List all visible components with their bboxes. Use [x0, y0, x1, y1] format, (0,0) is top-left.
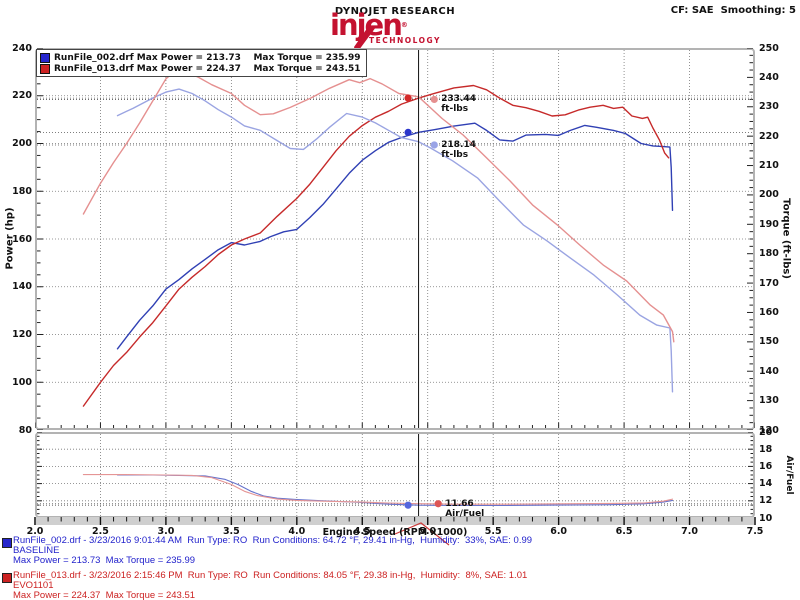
power-tick-80: 80 [18, 424, 32, 436]
torque-tick-200: 200 [759, 189, 779, 201]
rpm-tick-5: 5.0 [419, 526, 437, 537]
power-tick-220: 220 [12, 90, 32, 102]
injen-logo: injen® TECHNOLOGY [330, 8, 480, 54]
torque-axis-title: Torque (ft-lbs) [780, 198, 792, 279]
rpm-tick-6: 6.0 [550, 526, 568, 537]
power-tick-160: 160 [12, 233, 32, 245]
rpm-tick-2.5: 2.5 [92, 526, 109, 537]
torque-tick-190: 190 [759, 218, 779, 230]
marker-dot [404, 128, 412, 136]
power-torque-chart[interactable] [35, 48, 755, 430]
series-runfile-013-power-hp- [82, 84, 670, 407]
series-runfile-002-power-hp- [116, 122, 674, 350]
cursor-pointer-line [394, 522, 450, 546]
cf-sae-smoothing-label: CF: SAE Smoothing: 5 [670, 5, 796, 16]
registered-mark-icon: ® [400, 21, 408, 29]
rpm-tick-7: 7.0 [681, 526, 698, 537]
run-info-name: BASELINE [13, 545, 60, 556]
air-fuel-chart[interactable] [35, 432, 755, 518]
af-tick-12: 12 [759, 495, 773, 507]
torque-tick-250: 250 [759, 42, 779, 54]
marker-dot [430, 141, 438, 149]
power-tick-200: 200 [12, 138, 32, 149]
af-tick-16: 16 [759, 460, 773, 472]
legend-swatch-red [40, 63, 50, 74]
series-runfile-013-air-fuel [82, 474, 674, 505]
run-info-line: RunFile_002.drf - 3/23/2016 9:01:44 AM R… [13, 535, 533, 546]
power-tick-140: 140 [12, 281, 32, 293]
rpm-tick-2: 2.0 [26, 526, 44, 537]
rpm-tick-5.5: 5.5 [484, 526, 502, 537]
torque-tick-160: 160 [759, 306, 779, 318]
rpm-tick-7.5: 7.5 [746, 526, 764, 537]
rpm-tick-3: 3.0 [157, 526, 175, 537]
rpm-tick-4: 4.0 [288, 526, 306, 537]
annotation-11.66-air-fuel: 11.66 Air/Fuel [445, 498, 485, 519]
run-marker-blue [2, 538, 12, 548]
torque-tick-140: 140 [759, 365, 779, 377]
torque-tick-220: 220 [759, 130, 779, 142]
engine-speed-axis-title: Engine Speed (RPM x1000) [322, 527, 468, 538]
legend-row-runfile-013: RunFile_013.drf Max Power = 224.37 Max T… [40, 63, 361, 74]
power-tick-100: 100 [12, 376, 32, 388]
rpm-tick-bar [34, 517, 756, 525]
legend-box: RunFile_002.drf Max Power = 213.73 Max T… [36, 49, 367, 77]
marker-dot [434, 500, 442, 508]
torque-tick-230: 230 [759, 101, 779, 113]
annotation-233.44-ft-lbs: 233.44 ft-lbs [441, 94, 476, 115]
series-runfile-013-torque-ft-lbs- [82, 69, 675, 343]
torque-tick-210: 210 [759, 160, 779, 172]
marker-dot [430, 95, 438, 104]
torque-tick-180: 180 [759, 248, 779, 260]
tick-bar-bg [34, 517, 756, 525]
legend-swatch-blue [40, 52, 50, 63]
marker-dot [404, 501, 412, 509]
run-info-max: Max Power = 213.73 Max Torque = 235.99 [13, 555, 196, 566]
power-tick-240: 240 [12, 42, 32, 54]
torque-tick-150: 150 [759, 336, 779, 348]
injen-logo-slash-icon [354, 27, 376, 54]
torque-tick-170: 170 [759, 277, 779, 289]
torque-tick-120: 120 [759, 424, 779, 436]
rpm-tick-3.5: 3.5 [222, 526, 240, 537]
air-fuel-axis-title: Air/Fuel [784, 455, 794, 495]
rpm-tick-6.5: 6.5 [615, 526, 633, 537]
af-tick-10: 10 [759, 512, 773, 524]
legend-row-runfile-002: RunFile_002.drf Max Power = 213.73 Max T… [40, 52, 361, 63]
series-runfile-002-torque-ft-lbs- [116, 88, 674, 393]
rpm-tick-4.5: 4.5 [353, 526, 371, 537]
run-info-name: EVO1101 [13, 580, 54, 591]
legend-text-runfile-002: RunFile_002.drf Max Power = 213.73 Max T… [54, 52, 361, 63]
run-info-max: Max Power = 224.37 Max Torque = 243.51 [13, 590, 196, 600]
injen-logo-technology: TECHNOLOGY [369, 36, 441, 45]
torque-tick-130: 130 [759, 395, 779, 407]
af-tick-18: 18 [759, 443, 773, 455]
legend-text-runfile-013: RunFile_013.drf Max Power = 224.37 Max T… [54, 63, 361, 74]
af-tick-20: 20 [759, 426, 773, 438]
run-info-line: RunFile_013.drf - 3/23/2016 2:15:46 PM R… [13, 570, 528, 581]
af-tick-14: 14 [759, 478, 773, 490]
power-tick-120: 120 [12, 329, 32, 340]
power-tick-180: 180 [12, 185, 32, 197]
torque-tick-240: 240 [759, 71, 779, 83]
annotation-218.14-ft-lbs: 218.14 ft-lbs [441, 139, 476, 160]
dynojet-research-title: DYNOJET RESEARCH [334, 6, 456, 17]
injen-logo-word: injen® [330, 8, 408, 42]
run-marker-red [2, 573, 12, 583]
marker-dot [404, 94, 412, 102]
